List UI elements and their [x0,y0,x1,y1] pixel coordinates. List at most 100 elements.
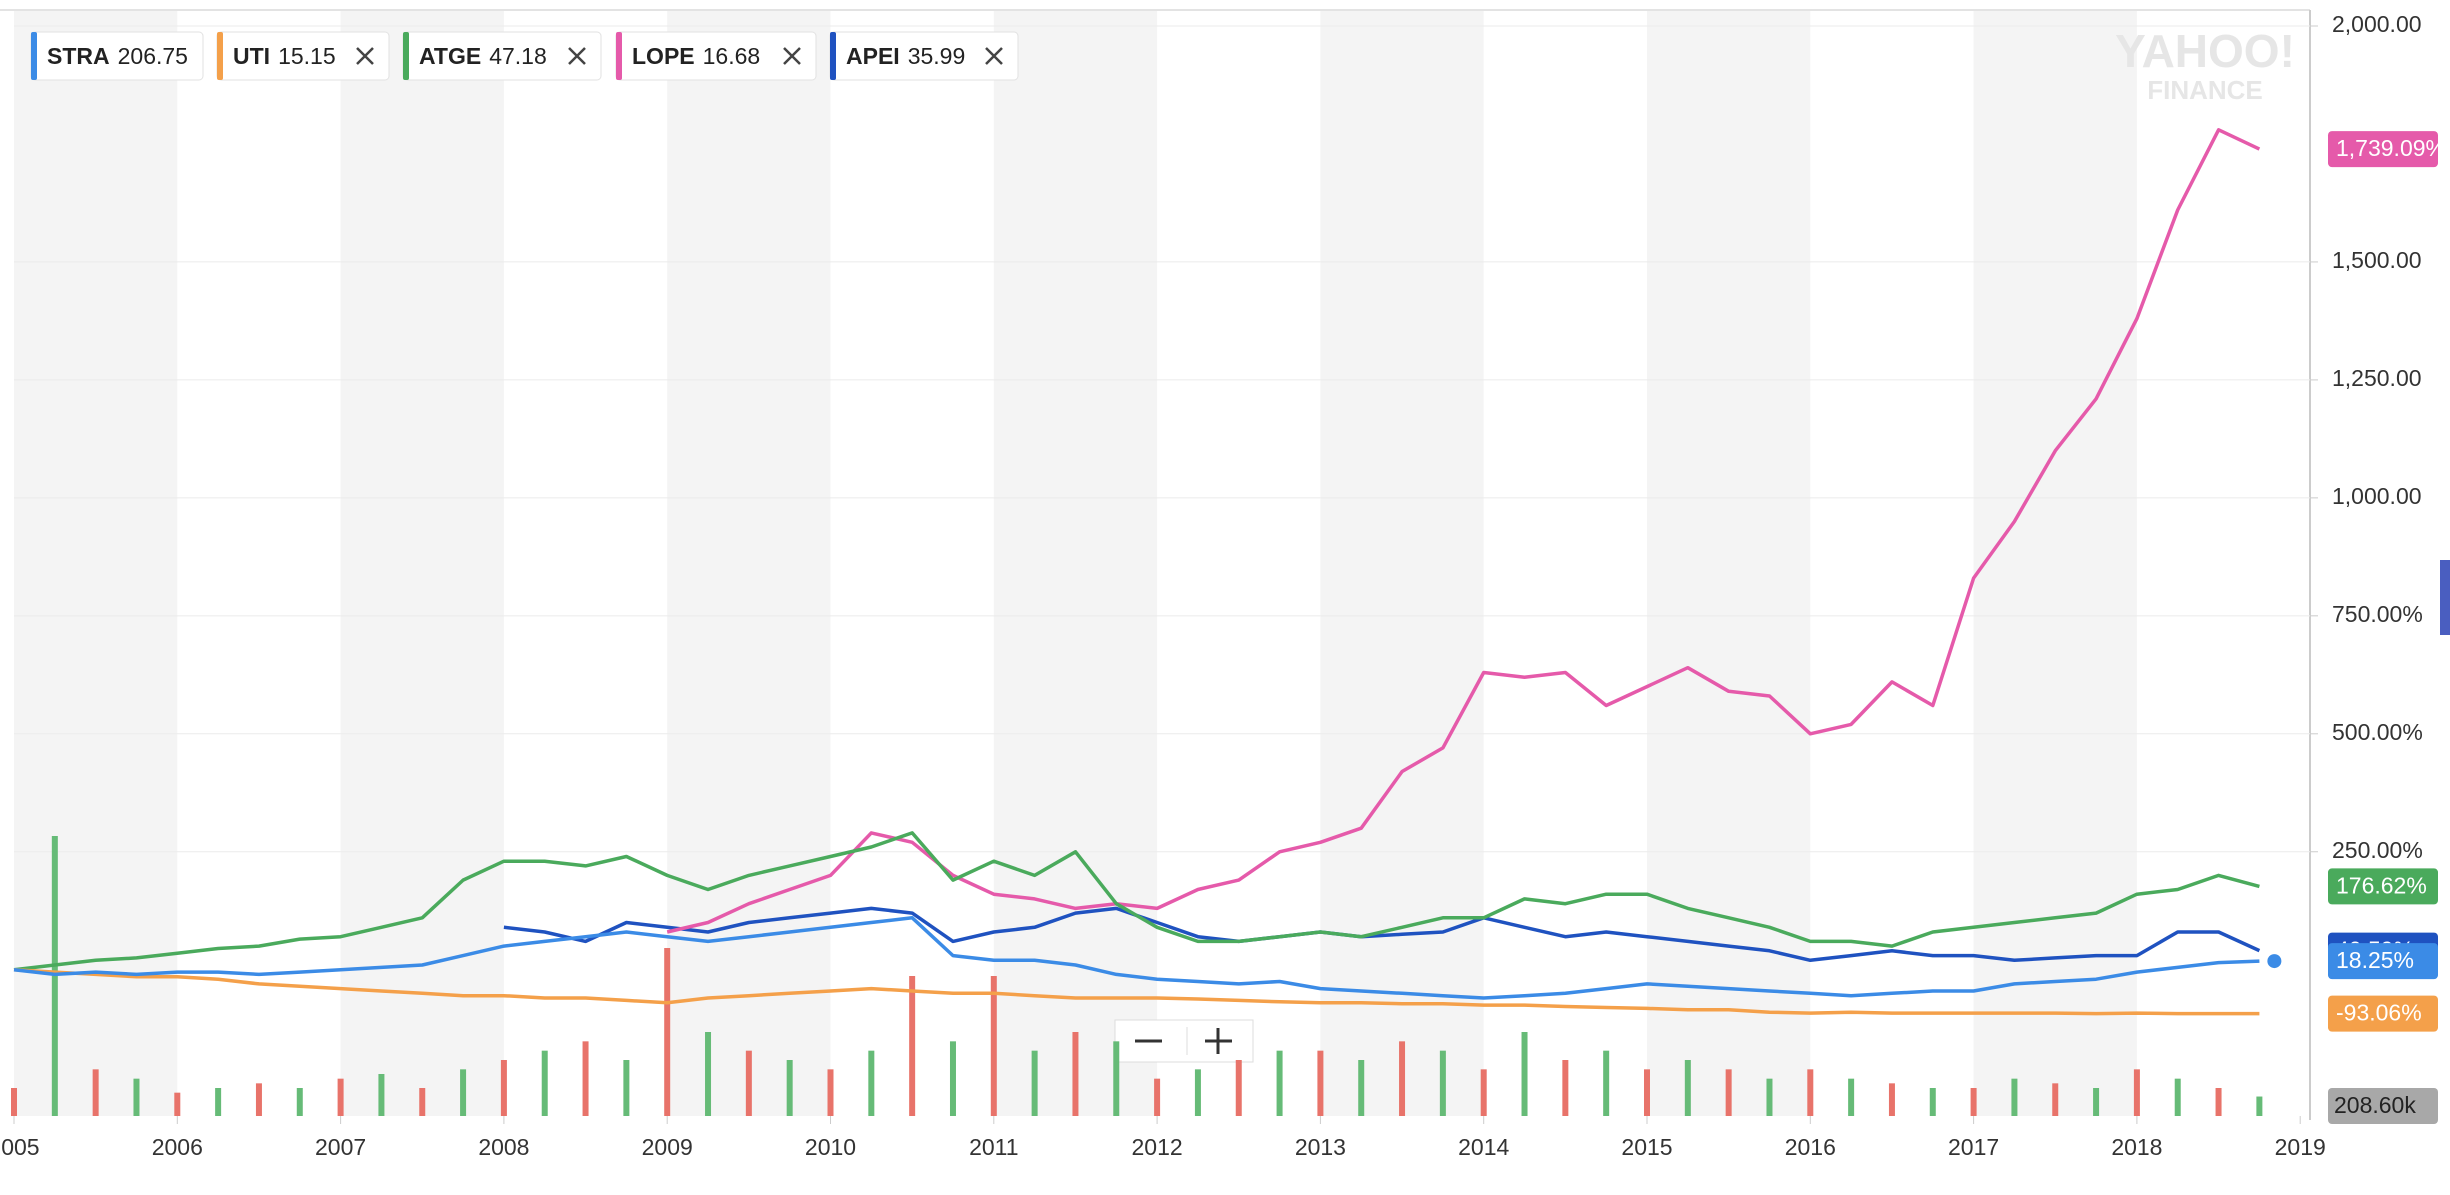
year-band [1320,10,1484,1116]
volume-bar [1154,1078,1161,1116]
year-band [1973,10,2137,1116]
volume-bar [1888,1083,1895,1116]
volume-bar [1562,1060,1569,1116]
legend-price: 35.99 [908,43,966,69]
x-tick-label: 2005 [0,1134,40,1160]
end-label: 176.62% [2336,872,2427,898]
x-tick-label: 2017 [1948,1134,1999,1160]
end-dot [2267,954,2282,969]
volume-bar [582,1041,589,1116]
volume-bar [1644,1069,1651,1116]
y-tick-label: 1,500.00 [2332,247,2422,273]
volume-bar [1031,1050,1038,1116]
y-tick-label: 750.00% [2332,601,2423,627]
volume-bar [1684,1060,1691,1116]
volume-bar [2215,1088,2222,1116]
chip-close[interactable] [568,47,586,65]
volume-bar [1725,1069,1732,1116]
legend-chip[interactable]: STRA 206.75 [30,31,204,81]
year-band [993,10,1158,1116]
volume-bar [1480,1069,1487,1116]
year-band [14,10,178,1116]
x-tick-label: 2010 [805,1134,856,1160]
volume-bar [1276,1050,1283,1116]
x-tick-label: 2016 [1785,1134,1836,1160]
end-label-bg [2328,943,2438,980]
volume-bar [1807,1069,1814,1116]
legend-name: APEI [846,43,900,69]
y-tick-label: 1,000.00 [2332,483,2422,509]
volume-bar [133,1078,140,1116]
y-tick-label: 250.00% [2332,837,2423,863]
side-tab[interactable] [2440,560,2450,635]
volume-bar [2174,1078,2181,1116]
legend-price: 15.15 [278,43,336,69]
chip-color [830,32,836,80]
volume-bar [255,1083,262,1116]
volume-bar [215,1088,222,1116]
series-line [503,906,2261,963]
x-tick-label: 2012 [1132,1134,1183,1160]
legend-price: 16.68 [703,43,761,69]
series-line [13,916,2260,1000]
volume-bar [745,1050,752,1116]
legend-chip[interactable]: ATGE 47.18 [402,31,602,81]
chip-close[interactable] [356,47,374,65]
x-tick-label: 2014 [1458,1134,1509,1160]
volume-bar [296,1088,303,1116]
end-label-bg [2328,131,2438,168]
x-tick-label: 2015 [1621,1134,1672,1160]
legend-chip[interactable]: APEI 35.99 [829,31,1019,81]
end-label-bg [2328,868,2438,905]
volume-bar [1358,1060,1365,1116]
year-band [667,10,831,1116]
end-label: -93.06% [2336,1000,2422,1026]
y-tick-label: 2,000.00 [2332,11,2422,37]
chip-close[interactable] [783,47,801,65]
volume-label: 208.60k [2334,1092,2416,1118]
chip-color [616,32,622,80]
volume-bar [460,1069,467,1116]
volume-bar [786,1060,793,1116]
legend-price: 47.18 [489,43,547,69]
volume-bar [2052,1083,2059,1116]
chip-color [31,32,37,80]
volume-bar [909,976,916,1116]
volume-bar [1603,1050,1610,1116]
volume-bar [2256,1096,2263,1116]
y-tick-label: 500.00% [2332,719,2423,745]
volume-bar [1929,1088,1936,1116]
volume-bar [11,1088,17,1116]
volume-bar [827,1069,834,1116]
volume-bar [1970,1088,1977,1116]
volume-bar [541,1050,548,1116]
volume-bar [2133,1069,2140,1116]
x-tick-label: 2018 [2111,1134,2162,1160]
volume-bar [949,1041,956,1116]
volume-bar [868,1050,875,1116]
chip-color [217,32,223,80]
volume-bar [500,1060,507,1116]
chip-close[interactable] [985,47,1003,65]
x-tick-label: 2013 [1295,1134,1346,1160]
legend-chip[interactable]: UTI 15.15 [216,31,390,81]
x-tick-label: 2019 [2275,1134,2326,1160]
volume-bar [419,1088,426,1116]
watermark-sub: FINANCE [2147,75,2263,105]
volume-bar [2093,1088,2100,1116]
series-line [13,967,2260,1016]
y-tick-label: 1,250.00 [2332,365,2422,391]
legend-chip[interactable]: LOPE 16.68 [615,31,817,81]
x-tick-label: 2009 [642,1134,693,1160]
volume-bar [1521,1032,1528,1116]
chip-color [403,32,409,80]
year-band [1647,10,1811,1116]
legend-price: 206.75 [118,43,188,69]
x-tick-label: 2007 [315,1134,366,1160]
watermark: YAHOO! [2115,25,2295,77]
volume-bar [664,948,671,1116]
x-tick-label: 2006 [152,1134,203,1160]
volume-bar [1072,1032,1079,1116]
